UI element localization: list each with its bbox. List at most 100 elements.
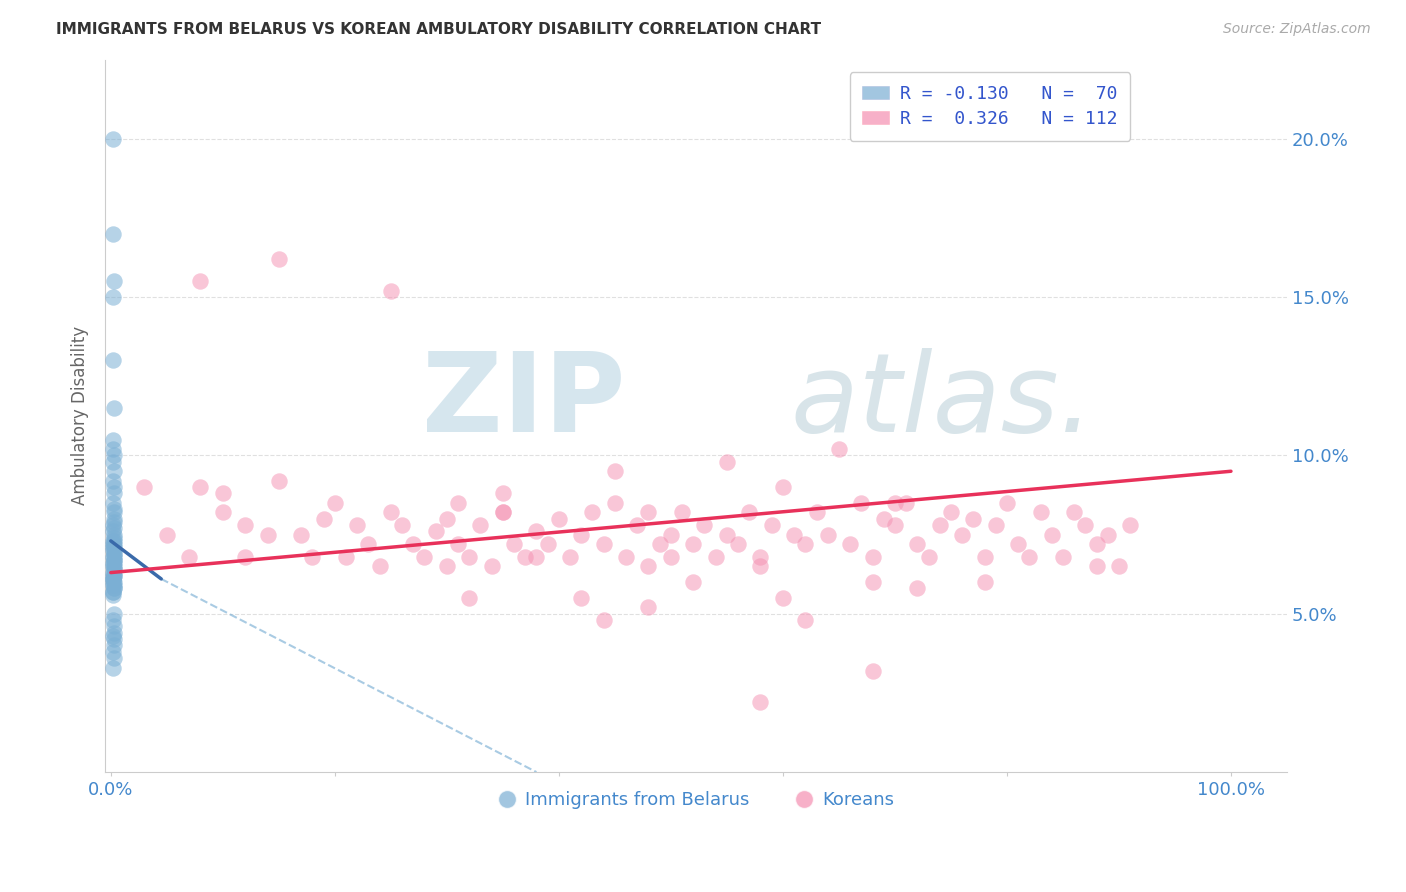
Point bbox=[839, 537, 862, 551]
Point bbox=[547, 512, 569, 526]
Point bbox=[103, 578, 125, 592]
Point bbox=[103, 651, 125, 665]
Point bbox=[103, 568, 125, 582]
Point bbox=[103, 505, 125, 519]
Point bbox=[267, 252, 290, 266]
Point bbox=[862, 575, 884, 590]
Point bbox=[101, 518, 124, 533]
Point bbox=[101, 433, 124, 447]
Point bbox=[101, 227, 124, 241]
Point bbox=[103, 512, 125, 526]
Point bbox=[134, 480, 156, 494]
Point bbox=[211, 505, 233, 519]
Point bbox=[101, 588, 124, 602]
Point bbox=[101, 645, 124, 659]
Point bbox=[101, 566, 124, 580]
Point bbox=[256, 527, 278, 541]
Point bbox=[917, 549, 939, 564]
Point bbox=[883, 496, 905, 510]
Point bbox=[458, 591, 481, 605]
Point bbox=[103, 537, 125, 551]
Point bbox=[103, 632, 125, 646]
Point bbox=[817, 527, 839, 541]
Point bbox=[101, 556, 124, 570]
Point bbox=[794, 537, 817, 551]
Point bbox=[1007, 537, 1029, 551]
Point bbox=[558, 549, 581, 564]
Point bbox=[103, 607, 125, 621]
Point bbox=[101, 455, 124, 469]
Point bbox=[103, 515, 125, 529]
Point bbox=[794, 613, 817, 627]
Point bbox=[716, 527, 738, 541]
Point bbox=[103, 533, 125, 548]
Point bbox=[101, 629, 124, 643]
Point bbox=[973, 549, 995, 564]
Point bbox=[103, 582, 125, 596]
Point bbox=[603, 464, 626, 478]
Point bbox=[637, 600, 659, 615]
Point bbox=[671, 505, 693, 519]
Point bbox=[190, 274, 212, 288]
Point bbox=[727, 537, 749, 551]
Point bbox=[103, 486, 125, 500]
Point bbox=[984, 518, 1007, 533]
Point bbox=[749, 549, 772, 564]
Point bbox=[101, 578, 124, 592]
Point bbox=[101, 524, 124, 539]
Point bbox=[425, 524, 447, 539]
Point bbox=[772, 480, 794, 494]
Point bbox=[391, 518, 413, 533]
Point bbox=[101, 353, 124, 368]
Point bbox=[103, 547, 125, 561]
Point bbox=[103, 401, 125, 415]
Point bbox=[569, 527, 592, 541]
Point bbox=[101, 132, 124, 146]
Point bbox=[103, 625, 125, 640]
Point bbox=[1097, 527, 1119, 541]
Point bbox=[851, 496, 873, 510]
Point bbox=[103, 549, 125, 564]
Point bbox=[103, 543, 125, 558]
Point bbox=[772, 591, 794, 605]
Point bbox=[1063, 505, 1085, 519]
Point bbox=[413, 549, 436, 564]
Point bbox=[290, 527, 312, 541]
Text: IMMIGRANTS FROM BELARUS VS KOREAN AMBULATORY DISABILITY CORRELATION CHART: IMMIGRANTS FROM BELARUS VS KOREAN AMBULA… bbox=[56, 22, 821, 37]
Point bbox=[526, 524, 548, 539]
Point bbox=[648, 537, 671, 551]
Point bbox=[101, 533, 124, 548]
Point bbox=[380, 284, 402, 298]
Text: Source: ZipAtlas.com: Source: ZipAtlas.com bbox=[1223, 22, 1371, 37]
Point bbox=[637, 505, 659, 519]
Point bbox=[101, 584, 124, 599]
Point bbox=[614, 549, 637, 564]
Point bbox=[267, 474, 290, 488]
Point bbox=[862, 664, 884, 678]
Point bbox=[1074, 518, 1097, 533]
Point bbox=[749, 559, 772, 574]
Point bbox=[103, 480, 125, 494]
Point bbox=[1052, 549, 1074, 564]
Point bbox=[211, 486, 233, 500]
Point bbox=[716, 455, 738, 469]
Point bbox=[368, 559, 391, 574]
Point bbox=[973, 575, 995, 590]
Point bbox=[447, 537, 470, 551]
Point bbox=[101, 537, 124, 551]
Point bbox=[1085, 537, 1108, 551]
Point bbox=[693, 518, 716, 533]
Point bbox=[592, 537, 614, 551]
Point bbox=[1029, 505, 1052, 519]
Point bbox=[103, 575, 125, 590]
Point bbox=[103, 568, 125, 582]
Point bbox=[928, 518, 950, 533]
Point bbox=[873, 512, 896, 526]
Point bbox=[659, 527, 682, 541]
Point bbox=[312, 512, 335, 526]
Point bbox=[682, 537, 704, 551]
Point bbox=[436, 512, 458, 526]
Point bbox=[103, 521, 125, 535]
Point bbox=[103, 449, 125, 463]
Point bbox=[458, 549, 481, 564]
